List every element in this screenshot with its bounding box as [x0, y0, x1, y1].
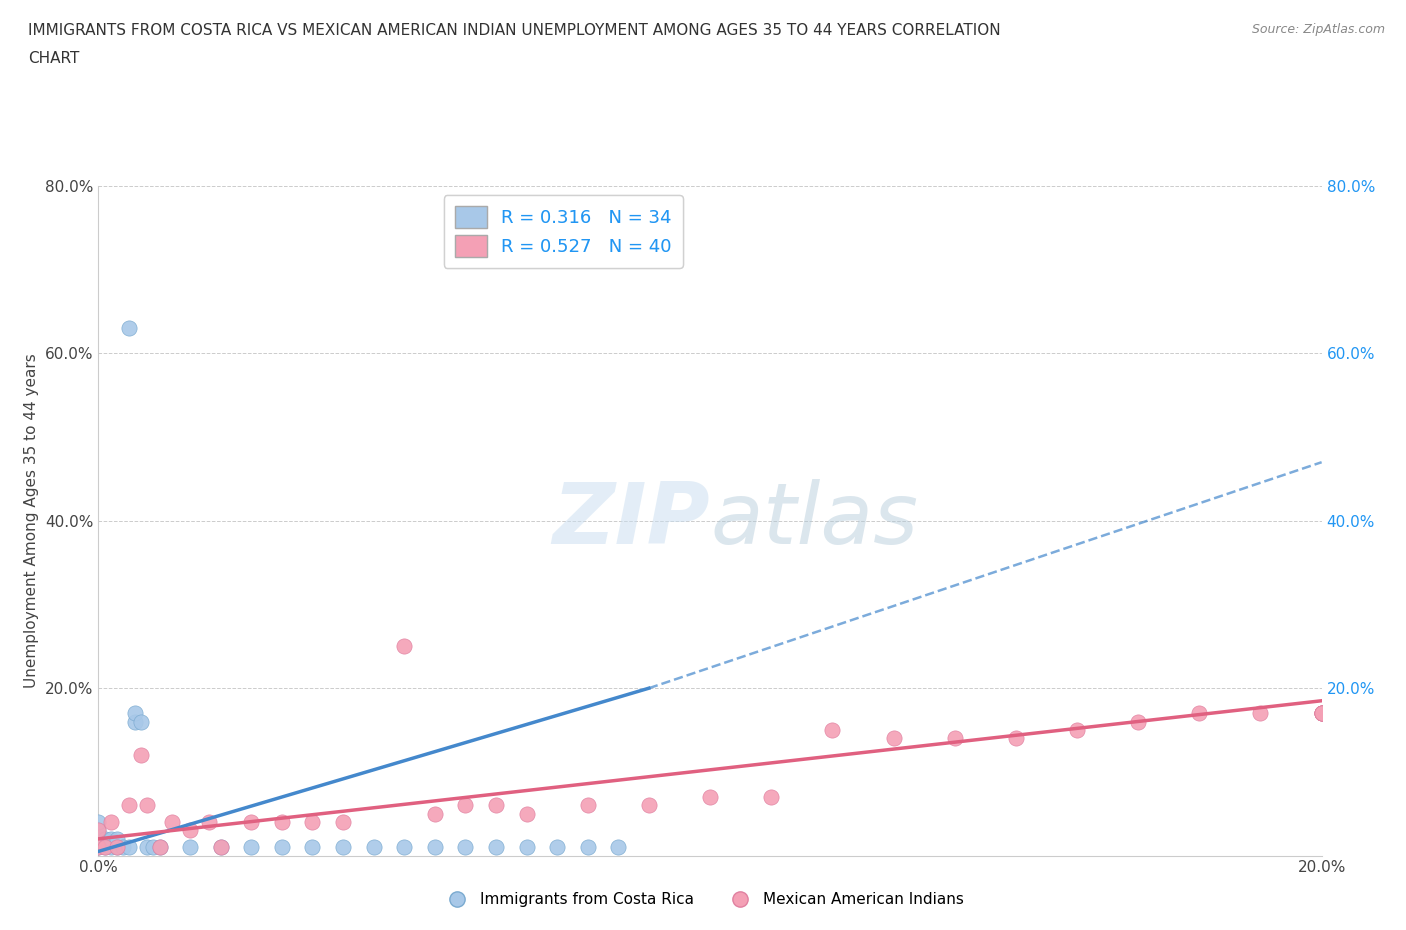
Point	[124, 706, 146, 721]
Point	[270, 815, 292, 830]
Text: atlas: atlas	[710, 479, 918, 563]
Point	[100, 831, 122, 846]
Point	[240, 815, 263, 830]
Point	[883, 731, 905, 746]
Point	[105, 840, 128, 855]
Y-axis label: Unemployment Among Ages 35 to 44 years: Unemployment Among Ages 35 to 44 years	[24, 353, 39, 688]
Point	[87, 831, 110, 846]
Point	[1249, 706, 1271, 721]
Point	[332, 840, 354, 855]
Point	[87, 840, 110, 855]
Point	[136, 840, 159, 855]
Point	[485, 798, 508, 813]
Point	[1066, 723, 1088, 737]
Point	[301, 840, 323, 855]
Point	[179, 840, 201, 855]
Point	[1310, 706, 1333, 721]
Point	[149, 840, 172, 855]
Point	[943, 731, 966, 746]
Point	[118, 840, 141, 855]
Point	[129, 748, 152, 763]
Point	[699, 790, 721, 804]
Text: IMMIGRANTS FROM COSTA RICA VS MEXICAN AMERICAN INDIAN UNEMPLOYMENT AMONG AGES 35: IMMIGRANTS FROM COSTA RICA VS MEXICAN AM…	[28, 23, 1001, 38]
Point	[93, 831, 115, 846]
Point	[87, 823, 110, 838]
Point	[759, 790, 782, 804]
Point	[363, 840, 385, 855]
Point	[1128, 714, 1150, 729]
Point	[485, 840, 508, 855]
Point	[821, 723, 844, 737]
Point	[149, 840, 172, 855]
Point	[87, 840, 110, 855]
Point	[516, 806, 538, 821]
Point	[576, 798, 599, 813]
Point	[179, 823, 201, 838]
Point	[93, 840, 115, 855]
Point	[1004, 731, 1026, 746]
Point	[1310, 706, 1333, 721]
Point	[118, 798, 141, 813]
Point	[87, 823, 110, 838]
Point	[270, 840, 292, 855]
Point	[209, 840, 232, 855]
Point	[392, 840, 416, 855]
Point	[124, 714, 146, 729]
Point	[392, 639, 416, 654]
Point	[160, 815, 183, 830]
Point	[87, 815, 110, 830]
Point	[209, 840, 232, 855]
Point	[100, 815, 122, 830]
Point	[129, 714, 152, 729]
Point	[100, 840, 122, 855]
Point	[1188, 706, 1211, 721]
Point	[607, 840, 630, 855]
Legend: Immigrants from Costa Rica, Mexican American Indians: Immigrants from Costa Rica, Mexican Amer…	[436, 886, 970, 913]
Point	[197, 815, 219, 830]
Text: Source: ZipAtlas.com: Source: ZipAtlas.com	[1251, 23, 1385, 36]
Point	[546, 840, 568, 855]
Point	[576, 840, 599, 855]
Point	[118, 321, 141, 336]
Point	[454, 840, 477, 855]
Point	[637, 798, 661, 813]
Point	[423, 840, 446, 855]
Point	[105, 840, 128, 855]
Legend: R = 0.316   N = 34, R = 0.527   N = 40: R = 0.316 N = 34, R = 0.527 N = 40	[444, 195, 683, 268]
Text: CHART: CHART	[28, 51, 80, 66]
Point	[136, 798, 159, 813]
Point	[1310, 706, 1333, 721]
Point	[111, 840, 134, 855]
Point	[332, 815, 354, 830]
Point	[93, 840, 115, 855]
Point	[454, 798, 477, 813]
Point	[1310, 706, 1333, 721]
Point	[301, 815, 323, 830]
Point	[105, 831, 128, 846]
Point	[1310, 706, 1333, 721]
Point	[516, 840, 538, 855]
Point	[240, 840, 263, 855]
Point	[1310, 706, 1333, 721]
Text: ZIP: ZIP	[553, 479, 710, 563]
Point	[142, 840, 165, 855]
Point	[423, 806, 446, 821]
